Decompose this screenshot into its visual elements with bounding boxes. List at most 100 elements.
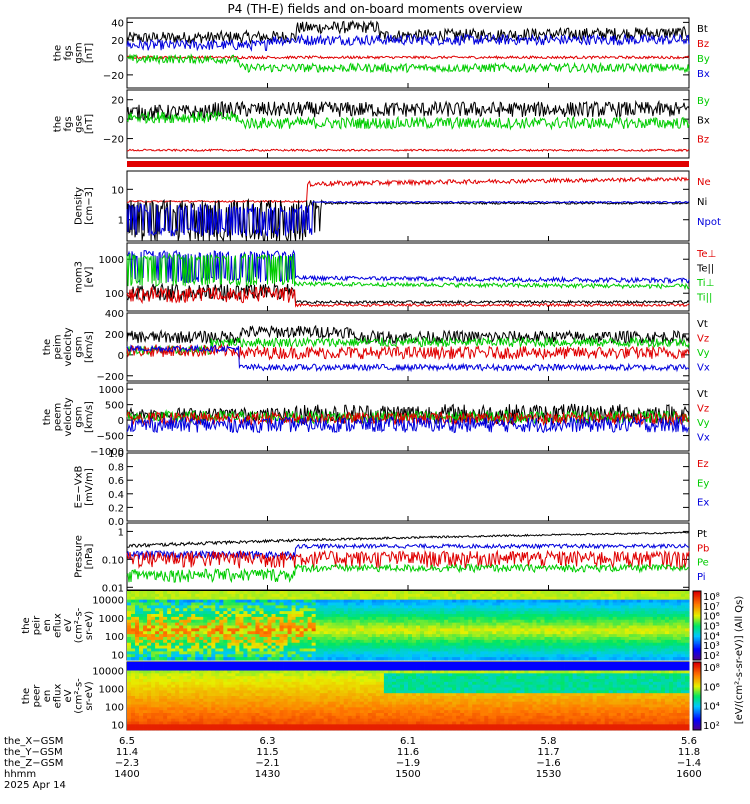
heat-cell	[633, 626, 637, 629]
heat-cell	[316, 594, 320, 597]
heat-cell	[392, 611, 396, 614]
heat-cell	[300, 591, 304, 594]
heat-cell	[528, 591, 532, 594]
heat-cell	[211, 710, 215, 713]
heat-cell	[512, 646, 516, 649]
heat-cell	[268, 611, 272, 614]
heat-cell	[263, 707, 267, 710]
heat-cell	[227, 662, 231, 665]
heat-cell	[380, 605, 384, 608]
heat-cell	[284, 614, 288, 617]
heat-cell	[673, 597, 677, 600]
heat-cell	[416, 623, 420, 626]
heat-cell	[336, 705, 340, 708]
heat-cell	[585, 594, 589, 597]
heat-cell	[239, 699, 243, 702]
heat-cell	[400, 649, 404, 652]
heat-cell	[500, 620, 504, 623]
heat-cell	[629, 640, 633, 643]
heat-cell	[203, 649, 207, 652]
heat-cell	[207, 657, 211, 660]
heat-cell	[195, 713, 199, 716]
heat-cell	[561, 603, 565, 606]
heat-cell	[420, 591, 424, 594]
heat-cell	[227, 707, 231, 710]
heat-cell	[629, 646, 633, 649]
heat-cell	[553, 628, 557, 631]
heat-cell	[376, 597, 380, 600]
heat-cell	[316, 623, 320, 626]
heat-cell	[565, 654, 569, 657]
heat-cell	[239, 634, 243, 637]
heat-cell	[219, 651, 223, 654]
heat-cell	[296, 594, 300, 597]
heat-cell	[259, 676, 263, 679]
heat-cell	[645, 611, 649, 614]
heat-cell	[609, 605, 613, 608]
heat-cell	[227, 626, 231, 629]
heat-cell	[175, 716, 179, 719]
heat-cell	[191, 591, 195, 594]
heat-cell	[312, 702, 316, 705]
heat-cell	[348, 716, 352, 719]
heat-cell	[649, 603, 653, 606]
heat-cell	[284, 668, 288, 671]
heat-cell	[284, 617, 288, 620]
heat-cell	[139, 600, 143, 603]
heat-cell	[360, 649, 364, 652]
heat-cell	[195, 646, 199, 649]
heat-cell	[665, 646, 669, 649]
heat-cell	[247, 722, 251, 725]
heat-cell	[207, 620, 211, 623]
heat-cell	[472, 620, 476, 623]
heat-cell	[360, 603, 364, 606]
heat-cell	[147, 705, 151, 708]
heat-cell	[223, 682, 227, 685]
heat-cell	[147, 605, 151, 608]
heat-cell	[400, 605, 404, 608]
y-tick-label: 1000	[99, 255, 124, 266]
heat-cell	[332, 643, 336, 646]
heat-cell	[280, 705, 284, 708]
heat-cell	[139, 651, 143, 654]
heat-cell	[296, 657, 300, 660]
heat-cell	[223, 603, 227, 606]
heat-cell	[235, 682, 239, 685]
heat-cell	[167, 668, 171, 671]
heat-cell	[641, 649, 645, 652]
heat-cell	[268, 623, 272, 626]
heat-cell	[139, 643, 143, 646]
heat-cell	[432, 608, 436, 611]
heat-cell	[348, 608, 352, 611]
heat-cell	[243, 597, 247, 600]
heat-cell	[601, 623, 605, 626]
heat-cell	[344, 668, 348, 671]
heat-cell	[392, 634, 396, 637]
heat-cell	[484, 608, 488, 611]
heat-cell	[159, 707, 163, 710]
heat-cell	[573, 631, 577, 634]
y-label-line: (cm²-s-	[74, 607, 85, 643]
heat-cell	[227, 682, 231, 685]
heat-cell	[171, 699, 175, 702]
heat-cell	[392, 646, 396, 649]
heat-cell	[685, 654, 689, 657]
heat-cell	[139, 668, 143, 671]
heat-cell	[573, 626, 577, 629]
heat-cell	[191, 637, 195, 640]
heat-cell	[207, 713, 211, 716]
heat-cell	[207, 724, 211, 727]
heat-cell	[557, 657, 561, 660]
heat-cell	[528, 594, 532, 597]
heat-cell	[159, 646, 163, 649]
heat-cell	[549, 591, 553, 594]
heat-cell	[452, 657, 456, 660]
heat-cell	[352, 626, 356, 629]
heat-cell	[480, 597, 484, 600]
heat-cell	[324, 611, 328, 614]
heat-cell	[340, 702, 344, 705]
heat-cell	[496, 651, 500, 654]
heat-cell	[139, 690, 143, 693]
heat-cell	[155, 643, 159, 646]
heat-cell	[565, 626, 569, 629]
